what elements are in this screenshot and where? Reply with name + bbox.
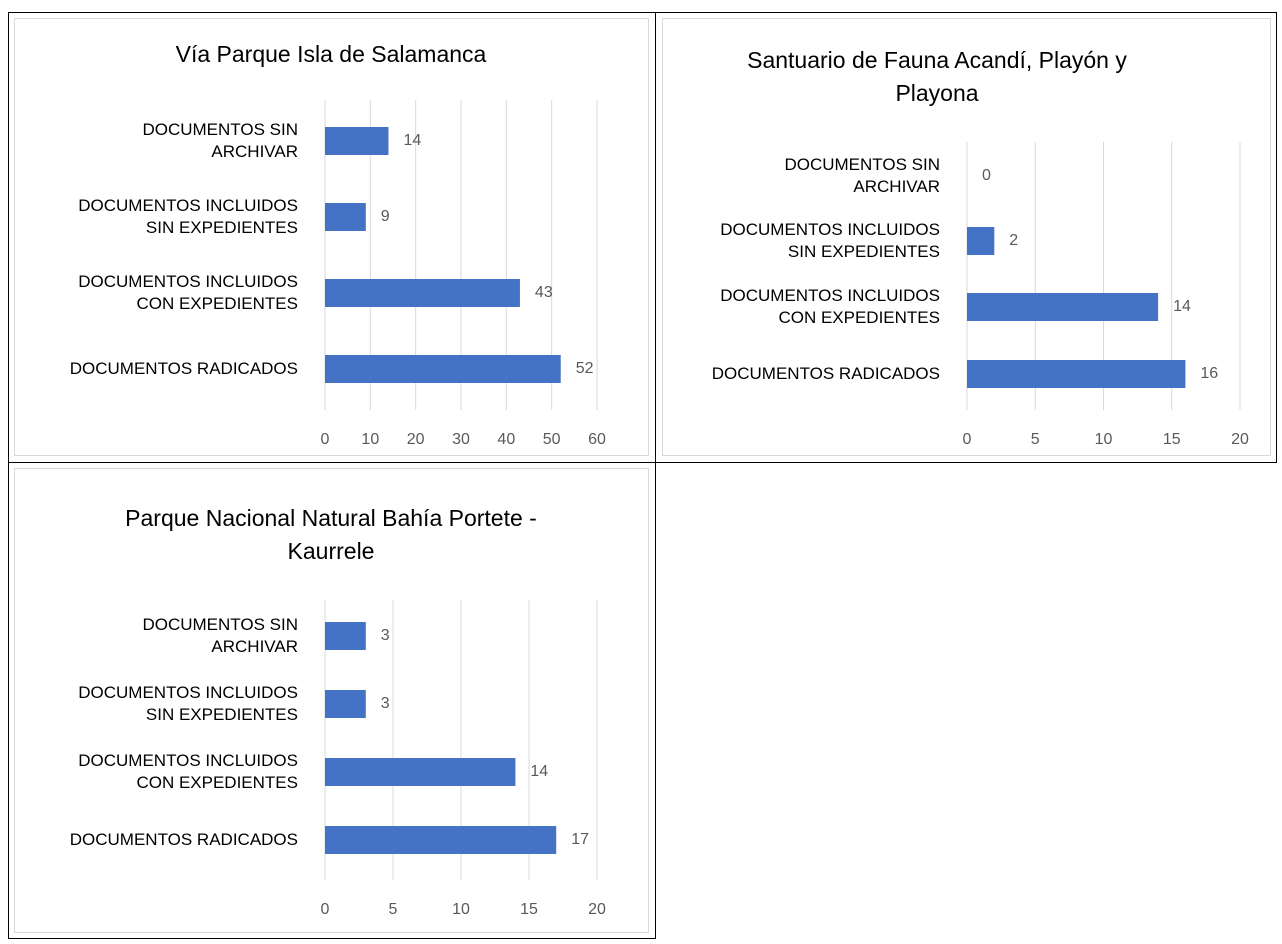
y-tick-label: DOCUMENTOS RADICADOS — [69, 359, 298, 378]
y-tick-label: DOCUMENTOS INCLUIDOS CON EXPEDIENTES — [78, 751, 298, 792]
x-tick-label: 0 — [963, 431, 972, 448]
x-tick-label: 20 — [588, 901, 606, 918]
x-tick-label: 5 — [1031, 431, 1040, 448]
x-tick-label: 0 — [321, 431, 330, 448]
data-label: 2 — [1009, 232, 1018, 249]
bar — [325, 622, 366, 650]
data-label: 16 — [1200, 365, 1218, 382]
bar — [325, 355, 561, 383]
x-tick-label: 15 — [520, 901, 538, 918]
bar — [325, 758, 516, 786]
x-tick-label: 20 — [407, 431, 425, 448]
x-tick-label: 60 — [588, 431, 606, 448]
bar — [325, 203, 366, 231]
data-label: 52 — [576, 360, 594, 377]
table-cell — [8, 462, 656, 939]
x-tick-label: 0 — [321, 901, 330, 918]
y-tick-label: DOCUMENTOS SIN ARCHIVAR — [142, 615, 298, 656]
data-label: 14 — [530, 763, 548, 780]
x-tick-label: 40 — [497, 431, 515, 448]
chart-title: Parque Nacional Natural Bahía Portete - … — [125, 505, 537, 564]
x-tick-label: 50 — [543, 431, 561, 448]
y-tick-label: DOCUMENTOS INCLUIDOS CON EXPEDIENTES — [78, 272, 298, 313]
y-tick-label: DOCUMENTOS SIN ARCHIVAR — [142, 120, 298, 161]
x-tick-label: 5 — [389, 901, 398, 918]
bar — [325, 690, 366, 718]
y-tick-label: DOCUMENTOS INCLUIDOS SIN EXPEDIENTES — [720, 220, 940, 261]
chart-title: Vía Parque Isla de Salamanca — [175, 41, 487, 67]
bar — [967, 360, 1186, 388]
x-tick-label: 10 — [1095, 431, 1113, 448]
data-label: 3 — [381, 627, 390, 644]
bar — [967, 293, 1159, 321]
x-tick-label: 15 — [1163, 431, 1181, 448]
bar — [325, 127, 389, 155]
data-label: 14 — [403, 132, 421, 149]
chart-title: Santuario de Fauna Acandí, Playón y Play… — [747, 47, 1127, 106]
y-tick-label: DOCUMENTOS SIN ARCHIVAR — [784, 155, 940, 196]
x-tick-label: 20 — [1231, 431, 1249, 448]
data-label: 3 — [381, 695, 390, 712]
y-tick-label: DOCUMENTOS INCLUIDOS CON EXPEDIENTES — [720, 286, 940, 327]
chart-frame — [14, 18, 649, 456]
data-label: 43 — [535, 284, 553, 301]
y-tick-label: DOCUMENTOS INCLUIDOS SIN EXPEDIENTES — [78, 683, 298, 724]
y-tick-label: DOCUMENTOS INCLUIDOS SIN EXPEDIENTES — [78, 196, 298, 237]
data-label: 14 — [1173, 298, 1191, 315]
data-label: 17 — [571, 831, 589, 848]
data-label: 0 — [982, 167, 991, 184]
bar — [325, 279, 520, 307]
x-tick-label: 10 — [361, 431, 379, 448]
x-tick-label: 10 — [452, 901, 470, 918]
bar — [967, 227, 995, 255]
chart-frame — [14, 468, 649, 933]
y-tick-label: DOCUMENTOS RADICADOS — [711, 364, 940, 383]
chart-frame — [662, 18, 1271, 456]
bar — [325, 826, 557, 854]
data-label: 9 — [381, 208, 390, 225]
y-tick-label: DOCUMENTOS RADICADOS — [69, 830, 298, 849]
table-cell — [655, 12, 1277, 463]
x-tick-label: 30 — [452, 431, 470, 448]
